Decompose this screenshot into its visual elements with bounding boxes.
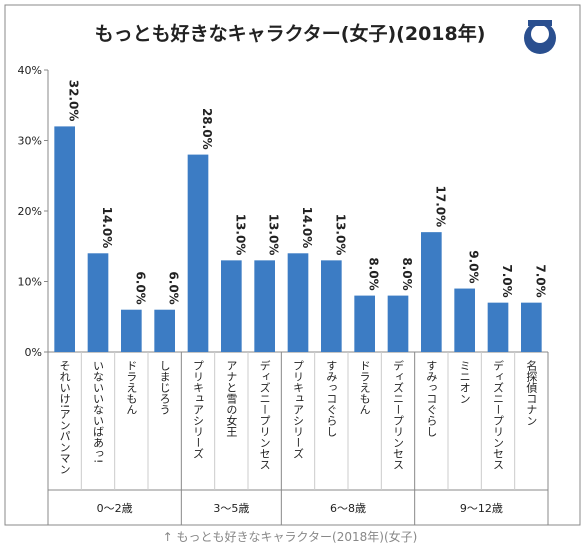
group-label: 3〜5歳 <box>213 502 249 515</box>
bar <box>121 309 142 352</box>
x-tick-label: アナと雪の女王 <box>225 360 238 437</box>
value-label: 32.0% <box>67 80 81 122</box>
bar <box>154 309 175 352</box>
x-tick-label: 名探偵コナン <box>525 359 538 426</box>
value-label: 6.0% <box>133 271 147 304</box>
group-label: 0〜2歳 <box>97 502 133 515</box>
bar <box>221 260 242 352</box>
y-tick-label: 30% <box>18 135 42 148</box>
value-label: 14.0% <box>300 207 314 249</box>
value-label: 13.0% <box>267 214 281 256</box>
bar <box>421 232 442 352</box>
value-label: 14.0% <box>100 207 114 249</box>
x-tick-label: ドラえもん <box>125 360 138 415</box>
x-tick-label: しまじろう <box>158 360 171 415</box>
value-label: 9.0% <box>467 250 481 283</box>
value-label: 6.0% <box>167 271 181 304</box>
mascot <box>524 20 556 54</box>
x-tick-label: ディズニープリンセス <box>258 359 271 470</box>
y-tick-label: 10% <box>18 276 42 289</box>
group-label: 6〜8歳 <box>330 502 366 515</box>
x-tick-label: プリキュアシリーズ <box>292 360 305 459</box>
value-label: 17.0% <box>433 186 447 228</box>
bar <box>187 154 209 352</box>
group-label: 9〜12歳 <box>460 502 503 515</box>
y-tick-label: 40% <box>18 64 42 77</box>
y-tick-label: 0% <box>25 346 42 359</box>
value-label: 7.0% <box>500 264 514 297</box>
y-tick-label: 20% <box>18 205 42 218</box>
bar <box>454 288 475 352</box>
bar <box>87 253 109 352</box>
value-label: 13.0% <box>233 214 247 256</box>
x-tick-label: すみっコぐらし <box>325 360 338 437</box>
x-tick-label: ドラえもん <box>358 360 371 415</box>
bar <box>387 295 409 352</box>
bar <box>487 302 509 352</box>
caption: ↑ もっとも好きなキャラクター(2018年)(女子) <box>163 529 418 544</box>
value-label: 7.0% <box>533 264 547 297</box>
x-tick-label: プリキュアシリーズ <box>192 360 205 459</box>
x-tick-label: いないいないばあっ! <box>92 360 105 463</box>
x-tick-label: ディズニープリンセス <box>392 359 405 470</box>
bar <box>354 295 375 352</box>
x-tick-label: すみっコぐらし <box>425 360 438 437</box>
bar <box>54 126 75 353</box>
value-label: 13.0% <box>333 214 347 256</box>
x-tick-label: それいけ!アンパンマン <box>58 360 71 474</box>
bar <box>521 302 542 352</box>
value-label: 8.0% <box>400 257 414 290</box>
x-tick-label: ディズニープリンセス <box>492 359 505 470</box>
value-label: 28.0% <box>200 108 214 150</box>
value-label: 8.0% <box>367 257 381 290</box>
bar <box>321 260 342 352</box>
x-tick-label: ミニオン <box>458 360 471 404</box>
bar <box>254 260 275 352</box>
chart-title: もっとも好きなキャラクター(女子)(2018年) <box>95 22 486 45</box>
bar <box>287 253 309 352</box>
